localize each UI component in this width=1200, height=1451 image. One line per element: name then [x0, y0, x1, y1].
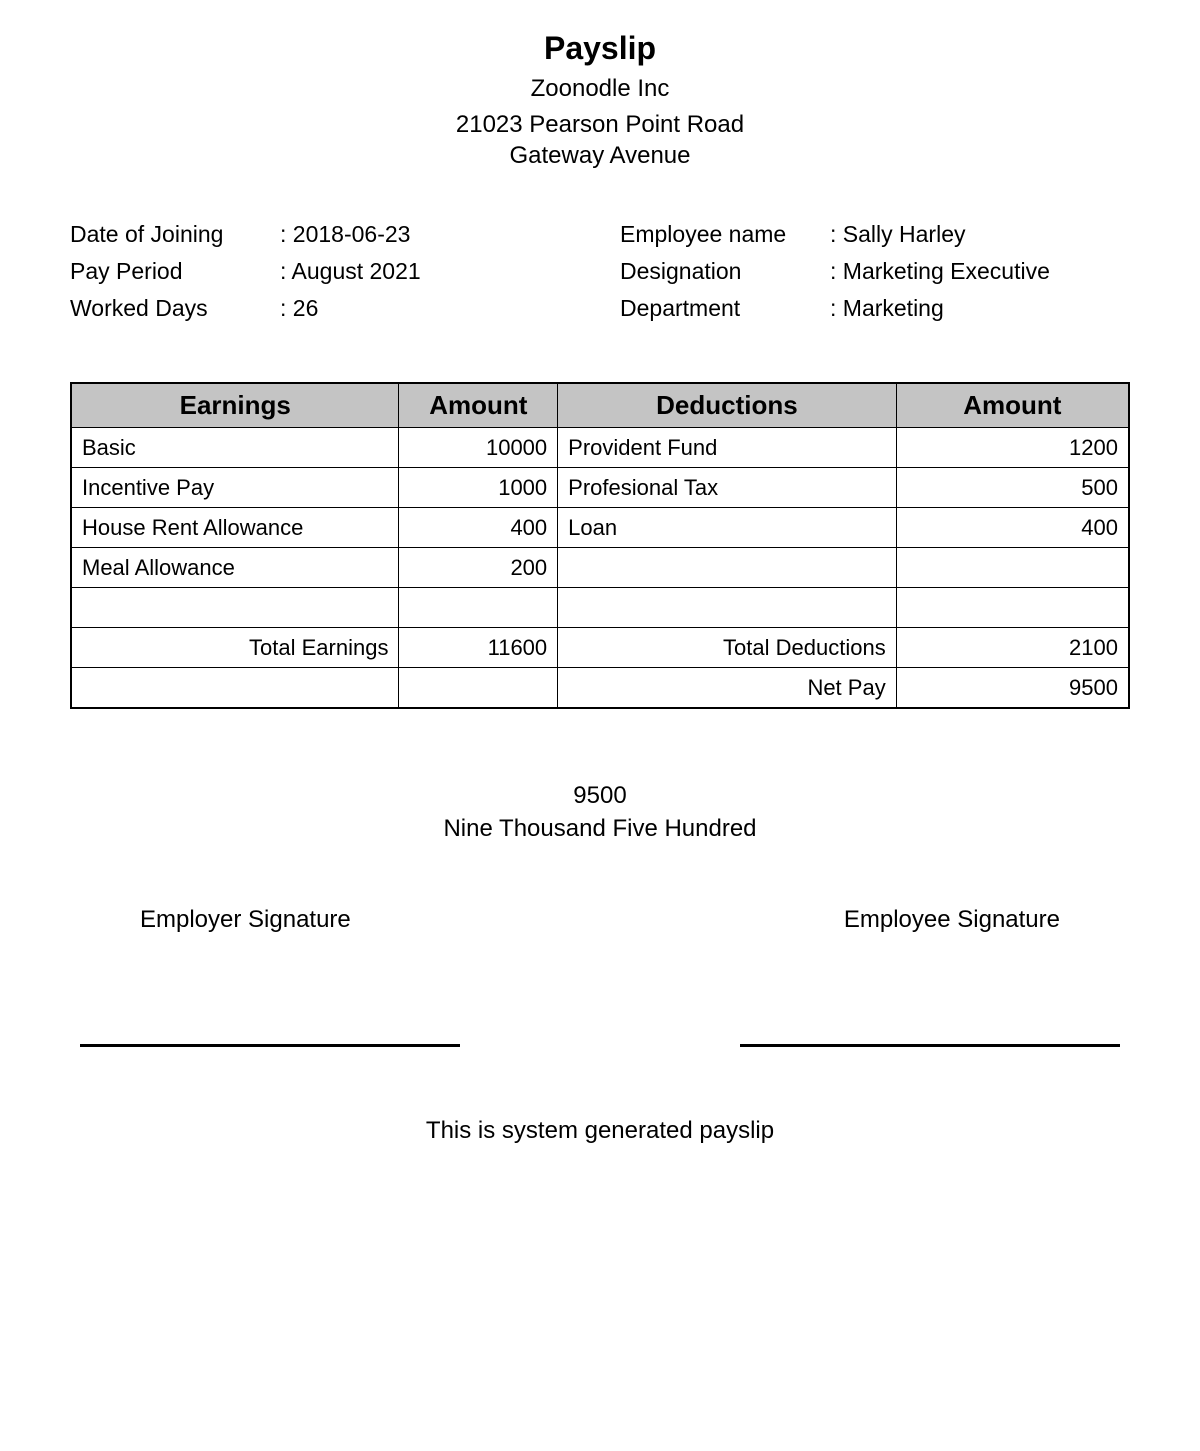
- table-row: Meal Allowance 200: [71, 548, 1129, 588]
- document-title: Payslip: [70, 30, 1130, 67]
- info-label: Employee name: [620, 221, 830, 248]
- employer-signature-line: [80, 1044, 460, 1047]
- ded-amount: [896, 588, 1129, 628]
- payslip-page: Payslip Zoonodle Inc 21023 Pearson Point…: [0, 0, 1200, 1205]
- earn-label: House Rent Allowance: [71, 508, 399, 548]
- net-pay-amount: 9500: [70, 779, 1130, 813]
- net-pay-label: Net Pay: [558, 668, 897, 708]
- earn-amount: 200: [399, 548, 558, 588]
- info-value: 26: [280, 295, 318, 322]
- employee-signature-label: Employee Signature: [844, 906, 1060, 934]
- employer-signature-label: Employer Signature: [140, 906, 351, 934]
- totals-row: Total Earnings 11600 Total Deductions 21…: [71, 628, 1129, 668]
- th-earn-amount: Amount: [399, 383, 558, 428]
- ded-label: [558, 548, 897, 588]
- info-col-left: Date of Joining 2018-06-23 Pay Period Au…: [70, 221, 580, 322]
- info-label: Department: [620, 295, 830, 322]
- table-body: Basic 10000 Provident Fund 1200 Incentiv…: [71, 428, 1129, 708]
- ded-label: Loan: [558, 508, 897, 548]
- employee-signature-line: [740, 1044, 1120, 1047]
- total-earnings: 11600: [399, 628, 558, 668]
- info-row: Worked Days 26: [70, 295, 580, 322]
- th-deductions: Deductions: [558, 383, 897, 428]
- info-label: Pay Period: [70, 258, 280, 285]
- info-label: Date of Joining: [70, 221, 280, 248]
- info-block: Date of Joining 2018-06-23 Pay Period Au…: [70, 221, 1130, 322]
- signature-lines: [70, 1044, 1130, 1047]
- table-row: Basic 10000 Provident Fund 1200: [71, 428, 1129, 468]
- info-col-right: Employee name Sally Harley Designation M…: [620, 221, 1130, 322]
- signature-labels: Employer Signature Employee Signature: [70, 906, 1130, 934]
- address-line-1: 21023 Pearson Point Road: [70, 109, 1130, 140]
- net-pay-words: Nine Thousand Five Hundred: [70, 812, 1130, 846]
- net-pay: 9500: [896, 668, 1129, 708]
- total-deductions: 2100: [896, 628, 1129, 668]
- info-value: Marketing Executive: [830, 258, 1050, 285]
- ded-label: [558, 588, 897, 628]
- earn-label: Basic: [71, 428, 399, 468]
- info-value: Sally Harley: [830, 221, 966, 248]
- th-earnings: Earnings: [71, 383, 399, 428]
- ded-amount: 1200: [896, 428, 1129, 468]
- info-row: Date of Joining 2018-06-23: [70, 221, 580, 248]
- earn-label: [71, 588, 399, 628]
- table-row: Incentive Pay 1000 Profesional Tax 500: [71, 468, 1129, 508]
- th-ded-amount: Amount: [896, 383, 1129, 428]
- ded-label: Provident Fund: [558, 428, 897, 468]
- earn-label: Meal Allowance: [71, 548, 399, 588]
- earn-amount: 400: [399, 508, 558, 548]
- empty-cell: [71, 668, 399, 708]
- total-earnings-label: Total Earnings: [71, 628, 399, 668]
- total-deductions-label: Total Deductions: [558, 628, 897, 668]
- ded-amount: [896, 548, 1129, 588]
- info-row: Designation Marketing Executive: [620, 258, 1130, 285]
- footer-note: This is system generated payslip: [70, 1117, 1130, 1145]
- ded-amount: 500: [896, 468, 1129, 508]
- info-label: Worked Days: [70, 295, 280, 322]
- address-line-2: Gateway Avenue: [70, 140, 1130, 171]
- table-row-empty: [71, 588, 1129, 628]
- empty-cell: [399, 668, 558, 708]
- info-row: Department Marketing: [620, 295, 1130, 322]
- earn-amount: [399, 588, 558, 628]
- net-pay-block: 9500 Nine Thousand Five Hundred: [70, 779, 1130, 846]
- table-header-row: Earnings Amount Deductions Amount: [71, 383, 1129, 428]
- earn-amount: 1000: [399, 468, 558, 508]
- info-value: August 2021: [280, 258, 421, 285]
- earn-amount: 10000: [399, 428, 558, 468]
- ded-label: Profesional Tax: [558, 468, 897, 508]
- info-value: 2018-06-23: [280, 221, 410, 248]
- ded-amount: 400: [896, 508, 1129, 548]
- info-row: Pay Period August 2021: [70, 258, 580, 285]
- netpay-row: Net Pay 9500: [71, 668, 1129, 708]
- info-value: Marketing: [830, 295, 944, 322]
- earn-label: Incentive Pay: [71, 468, 399, 508]
- info-label: Designation: [620, 258, 830, 285]
- header: Payslip Zoonodle Inc 21023 Pearson Point…: [70, 30, 1130, 171]
- company-name: Zoonodle Inc: [70, 75, 1130, 103]
- info-row: Employee name Sally Harley: [620, 221, 1130, 248]
- table-row: House Rent Allowance 400 Loan 400: [71, 508, 1129, 548]
- payslip-table: Earnings Amount Deductions Amount Basic …: [70, 382, 1130, 709]
